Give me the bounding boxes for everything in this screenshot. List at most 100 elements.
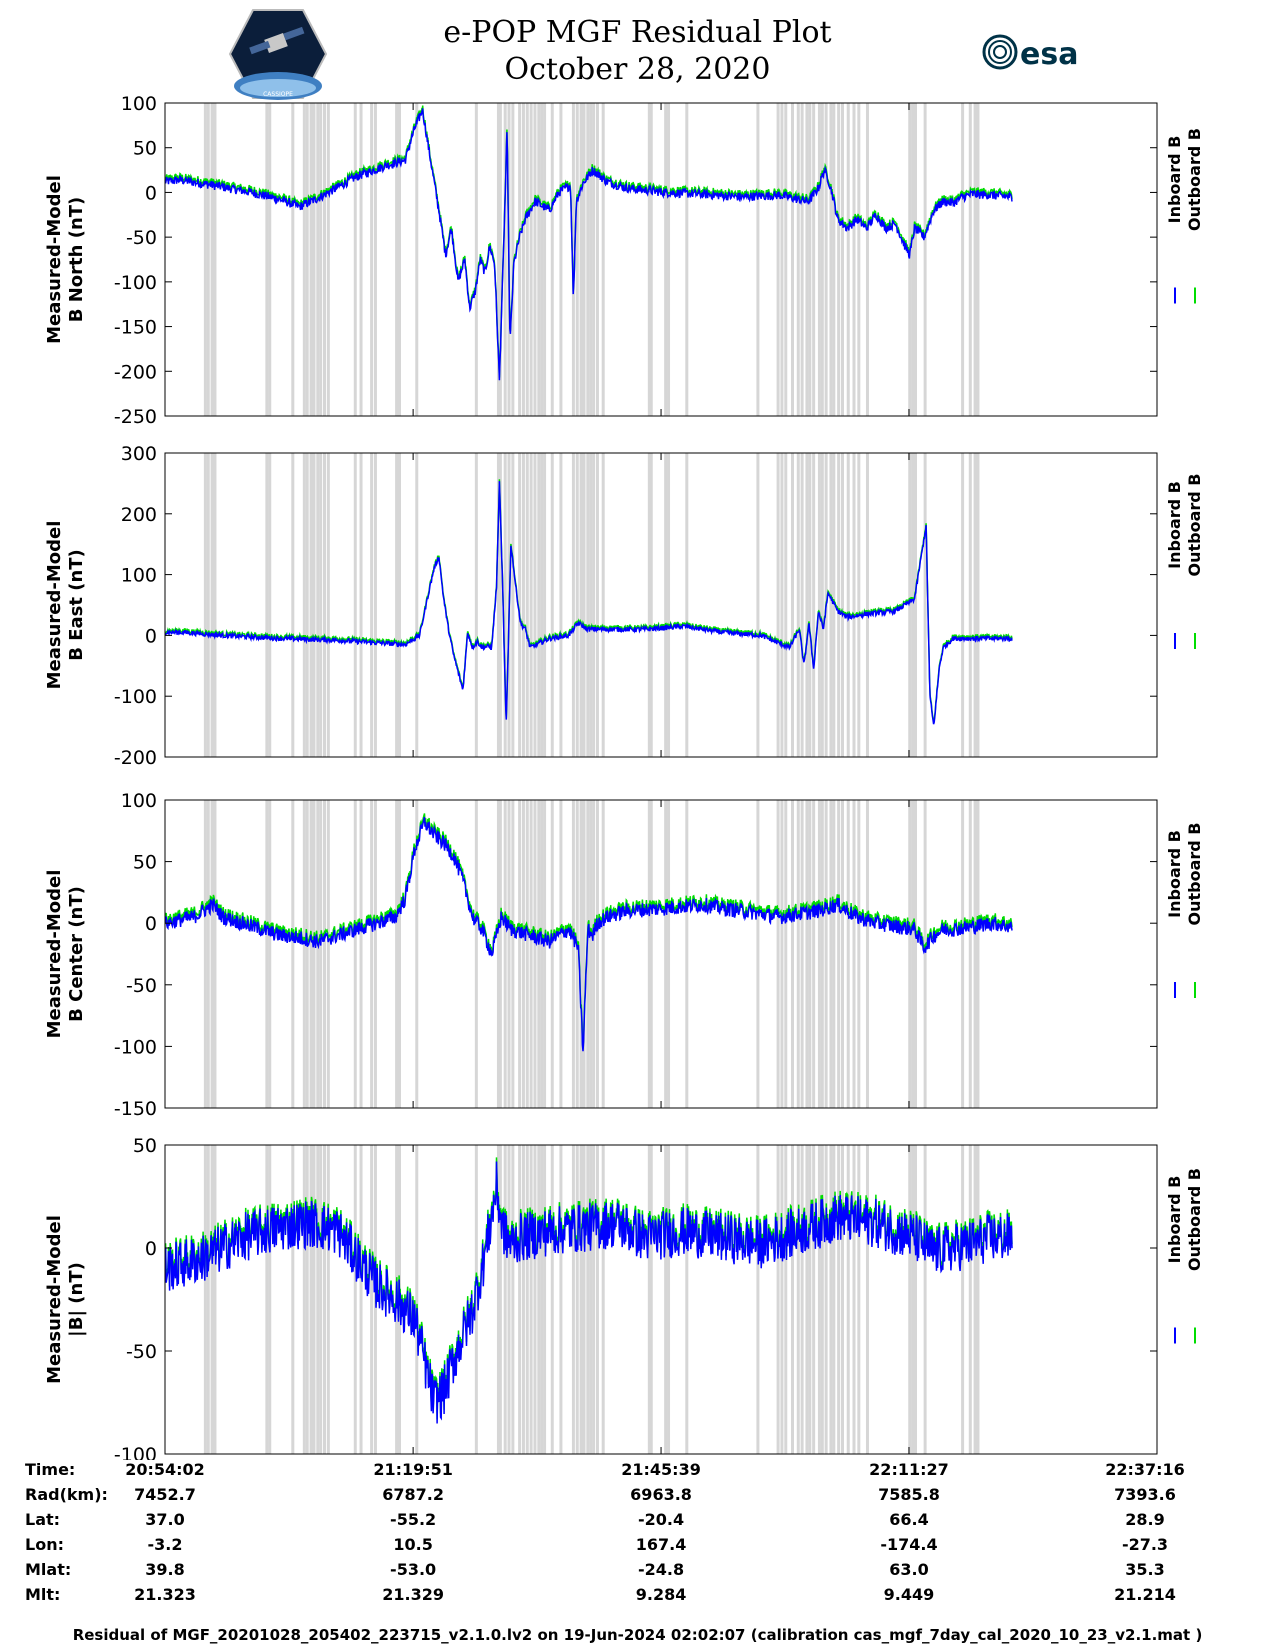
data-gap-band — [511, 1145, 515, 1454]
data-gap-band — [319, 1145, 323, 1454]
ephemeris-value: 167.4 — [635, 1535, 687, 1554]
data-gap-band — [203, 800, 207, 1108]
data-gap-band — [559, 103, 563, 416]
data-gap-band — [776, 453, 780, 757]
data-gap-band — [808, 1145, 812, 1454]
y-axis-label: Measured-ModelB East (nT) — [44, 521, 87, 690]
data-gap-band — [911, 453, 915, 757]
data-gap-band — [796, 1145, 800, 1454]
data-gap-band — [537, 1145, 541, 1454]
data-gap-band — [829, 800, 833, 1108]
data-gap-band — [973, 1145, 977, 1454]
data-gap-band — [589, 800, 593, 1108]
data-gap-band — [923, 103, 927, 416]
data-gap-band — [817, 453, 821, 757]
data-gap-band — [832, 453, 836, 757]
ephemeris-value: 7452.7 — [134, 1485, 196, 1504]
y-axis-label: Measured-ModelB North (nT) — [44, 175, 87, 344]
data-gap-band — [543, 800, 547, 1108]
data-gap-band — [353, 453, 357, 757]
data-gap-band — [592, 1145, 596, 1454]
data-gap-band — [908, 1145, 912, 1454]
y-tick-label: 0 — [145, 625, 157, 647]
data-gap-band — [507, 800, 511, 1108]
data-gap-band — [370, 800, 374, 1108]
data-gap-band — [976, 453, 980, 757]
data-gap-band — [525, 453, 529, 757]
data-gap-band — [832, 103, 836, 416]
data-gap-band — [865, 103, 869, 416]
y-tick-label: 0 — [145, 1238, 157, 1260]
inboard-trace — [165, 816, 1013, 1052]
data-gap-band — [817, 103, 821, 416]
data-gap-band — [820, 800, 824, 1108]
data-gap-band — [780, 453, 784, 757]
data-gap-band — [575, 453, 579, 757]
data-gap-band — [647, 800, 651, 1108]
data-gap-band — [846, 800, 850, 1108]
data-gap-band — [496, 453, 500, 757]
inboard-trace — [165, 108, 1013, 381]
data-gap-band — [323, 453, 327, 757]
data-gap-band — [601, 453, 605, 757]
data-gap-band — [309, 800, 313, 1108]
data-gap-band — [780, 103, 784, 416]
data-gap-band — [796, 453, 800, 757]
data-gap-band — [961, 1145, 965, 1454]
data-gap-band — [857, 453, 861, 757]
data-gap-band — [800, 800, 804, 1108]
data-gap-band — [370, 1145, 374, 1454]
data-gap-band — [373, 800, 377, 1108]
ephemeris-value: 22:11:27 — [869, 1460, 949, 1479]
data-gap-band — [667, 800, 671, 1108]
data-gap-band — [540, 1145, 544, 1454]
data-gap-band — [846, 1145, 850, 1454]
data-gap-band — [976, 1145, 980, 1454]
title-line-1: e-POP MGF Residual Plot — [443, 15, 832, 50]
y-axis-label-line-2: B North (nT) — [66, 197, 87, 323]
panel-1: 100 50 0 -50 -100 -150 -200 -250 Measured-ModelB… — [44, 93, 1204, 428]
outboard-trace — [165, 105, 1013, 378]
data-gap-band — [537, 800, 541, 1108]
data-gap-band — [685, 1145, 689, 1454]
data-gap-band — [968, 103, 972, 416]
data-gap-band — [852, 1145, 856, 1454]
data-gap-band — [579, 1145, 583, 1454]
data-gap-band — [976, 103, 980, 416]
data-gap-band — [857, 1145, 861, 1454]
y-tick-label: 300 — [121, 443, 157, 465]
ephemeris-value: 63.0 — [889, 1560, 929, 1579]
data-gap-band — [914, 1145, 918, 1454]
y-axis-label-line-1: Measured-Model — [44, 870, 65, 1039]
data-gap-band — [791, 800, 795, 1108]
inboard-trace — [165, 481, 1013, 725]
data-gap-band — [667, 103, 671, 416]
data-gap-band — [846, 453, 850, 757]
data-gap-band — [268, 103, 272, 416]
data-gap-band — [518, 800, 522, 1108]
data-gap-band — [776, 103, 780, 416]
ephemeris-row: Mlt: 21.323 21.329 9.284 9.449 21.214 — [0, 1585, 1275, 1609]
data-gap-band — [550, 453, 554, 757]
y-axis-label-line-1: Measured-Model — [44, 175, 65, 344]
data-gap-band — [353, 103, 357, 416]
data-gap-band — [808, 103, 812, 416]
data-gap-band — [908, 103, 912, 416]
data-gap-band — [305, 800, 309, 1108]
data-gap-band — [326, 453, 330, 757]
data-gap-band — [973, 103, 977, 416]
data-gap-band — [973, 800, 977, 1108]
data-gap-band — [326, 1145, 330, 1454]
ephemeris-value: 21:45:39 — [621, 1460, 701, 1479]
data-gap-band — [323, 800, 327, 1108]
data-gap-band — [474, 800, 478, 1108]
y-axis-label: Measured-ModelB Center (nT) — [44, 870, 87, 1039]
ephemeris-table: Time: 20:54:02 21:19:51 21:45:39 22:11:27 22:… — [0, 1460, 1275, 1630]
data-gap-band — [586, 800, 590, 1108]
data-gap-band — [370, 103, 374, 416]
data-gap-band — [496, 103, 500, 416]
data-gap-band — [529, 103, 533, 416]
data-gap-band — [206, 800, 210, 1108]
ephemeris-label: Lat: — [25, 1510, 61, 1529]
data-gap-band — [586, 103, 590, 416]
